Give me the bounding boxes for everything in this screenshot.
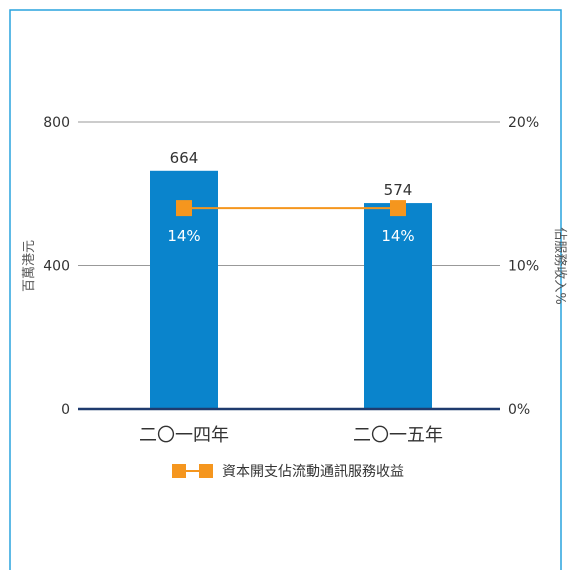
y-left-axis-title: 百萬港元 — [22, 240, 37, 292]
line-value-label: 14% — [381, 227, 414, 245]
y-left-tick-label: 400 — [43, 259, 70, 275]
x-category-label: 二〇一四年 — [139, 425, 229, 446]
y-right-axis-title: 佔服務收入% — [552, 227, 567, 304]
bar — [364, 203, 432, 409]
y-left-tick-label: 800 — [43, 115, 70, 131]
legend-marker-swatch — [199, 464, 213, 478]
legend-label: 資本開支佔流動通訊服務收益 — [222, 464, 404, 480]
bar-value-label: 664 — [170, 149, 199, 167]
line-value-label: 14% — [167, 227, 200, 245]
line-marker — [176, 200, 192, 217]
y-right-tick-label: 20% — [508, 115, 539, 131]
bar-value-label: 574 — [384, 181, 413, 199]
legend-marker-swatch — [172, 464, 186, 478]
frame-border — [9, 9, 562, 570]
y-right-tick-label: 10% — [508, 259, 539, 275]
y-left-tick-label: 0 — [61, 402, 70, 418]
x-category-label: 二〇一五年 — [353, 425, 443, 446]
y-right-tick-label: 0% — [508, 402, 530, 418]
line-marker — [390, 200, 406, 217]
